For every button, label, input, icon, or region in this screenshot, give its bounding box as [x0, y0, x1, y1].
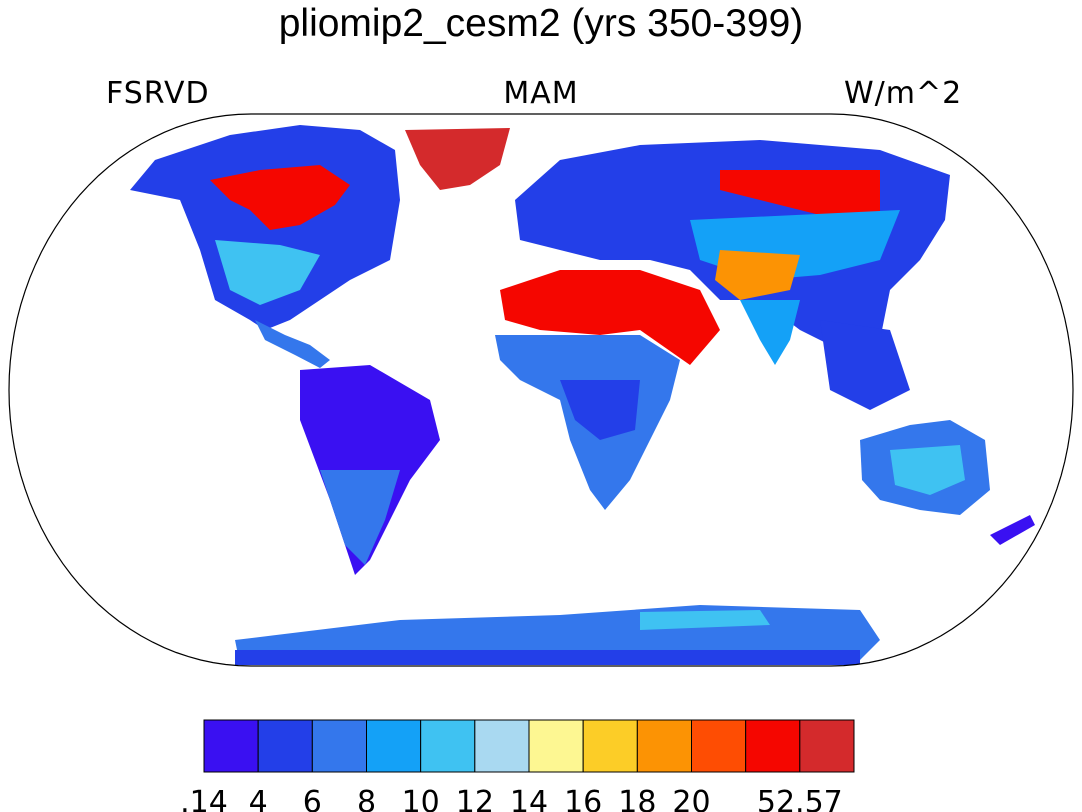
- se-asia-region: [820, 320, 910, 410]
- map-title: pliomip2_cesm2 (yrs 350-399): [278, 2, 804, 45]
- season-label: MAM: [503, 76, 579, 111]
- north-america-hot: [210, 165, 350, 230]
- colorbar-box: [420, 719, 476, 773]
- colorbar-box: [799, 719, 855, 773]
- colorbar-box: [582, 719, 638, 773]
- colorbar-tick-label: 16: [564, 785, 602, 812]
- central-africa-cool: [560, 380, 640, 440]
- colorbar-box: [528, 719, 584, 773]
- world-map: [8, 113, 1074, 667]
- colorbar-box: [366, 719, 422, 773]
- colorbar-tick-label: 14: [510, 785, 548, 812]
- colorbar-box: [203, 719, 259, 773]
- colorbar-tick-label: 12: [456, 785, 494, 812]
- globe-outline: [8, 113, 1074, 667]
- new-zealand-region: [990, 515, 1035, 545]
- field-layer: [130, 125, 1035, 665]
- colorbar-tick-label: 10: [402, 785, 440, 812]
- india-region: [740, 300, 800, 365]
- colorbar-box: [257, 719, 313, 773]
- colorbar-box: [636, 719, 692, 773]
- colorbar-tick-label: 18: [618, 785, 656, 812]
- central-america-region: [255, 320, 330, 368]
- colorbar-box: [311, 719, 368, 773]
- colorbar-tick-label: 20: [672, 785, 710, 812]
- colorbar-box: [691, 719, 747, 773]
- colorbar-tick-label: 4: [249, 785, 268, 812]
- south-america-south: [320, 470, 400, 565]
- antarctica-south-band: [235, 650, 860, 665]
- colorbar-tick-label: 6: [303, 785, 322, 812]
- variable-label: FSRVD: [106, 76, 210, 111]
- antarctica-warm: [640, 610, 770, 630]
- colorbar-tick-label: .14: [180, 785, 228, 812]
- tibet-hot: [715, 250, 800, 300]
- north-america-warm: [215, 240, 320, 305]
- colorbar-tick-label: 52.57: [757, 785, 843, 812]
- colorbar-labels: .14 4 6 8 10 12 14 16 18 20 52.57: [180, 785, 843, 812]
- sahara-region: [500, 270, 720, 365]
- siberia-hot: [720, 170, 880, 215]
- greenland-region: [405, 128, 510, 190]
- australia-warm: [890, 445, 965, 495]
- colorbar-boxes: [203, 719, 855, 773]
- colorbar-box: [474, 719, 530, 773]
- colorbar-box: [745, 719, 801, 773]
- colorbar-tick-label: 8: [357, 785, 376, 812]
- units-label: W/m^2: [844, 76, 963, 111]
